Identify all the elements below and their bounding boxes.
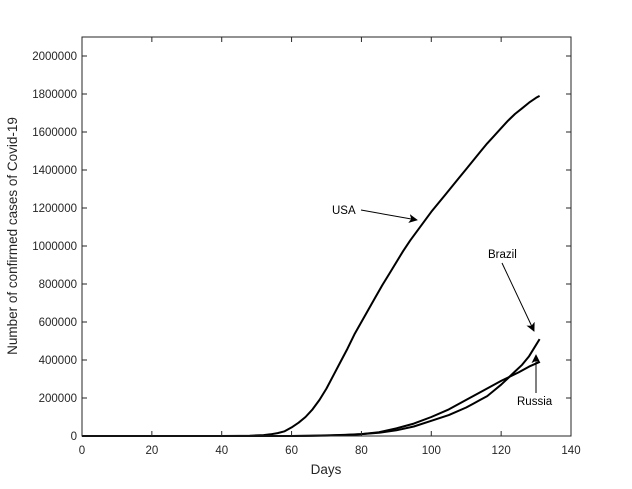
x-axis: 0 20 40 60 80 100 120 140 [79,37,581,457]
annotation-layer: USA Brazil Russia [332,205,553,408]
y-tick-label: 2000000 [32,51,77,63]
y-tick-label: 1600000 [32,127,77,139]
y-tick-label: 0 [71,431,77,443]
y-tick-label: 200000 [39,393,77,405]
plot-frame [81,36,572,437]
x-tick-label: 20 [145,445,158,457]
y-axis-title: Number of confirmed cases of Covid-19 [5,117,20,355]
y-tick-label: 600000 [39,317,77,329]
x-tick-label: 40 [215,445,228,457]
russia-annotation-label: Russia [517,396,553,408]
usa-annotation-label: USA [332,205,356,217]
plot-area [82,37,571,436]
x-tick-label: 80 [355,445,368,457]
y-tick-label: 1800000 [32,89,77,101]
y-tick-label: 1400000 [32,165,77,177]
y-tick-label: 1200000 [32,203,77,215]
x-tick-label: 140 [561,445,580,457]
x-tick-label: 60 [285,445,298,457]
x-axis-title: Days [311,462,342,477]
x-tick-label: 100 [422,445,441,457]
y-axis: 0 200000 400000 600000 800000 1000000 1200000 1… [32,51,571,443]
y-tick-label: 400000 [39,355,77,367]
x-tick-label: 120 [492,445,511,457]
brazil-annotation-label: Brazil [488,249,517,261]
y-tick-label: 800000 [39,279,77,291]
y-tick-label: 1000000 [32,241,77,253]
brazil-annotation-arrow [501,262,535,332]
x-tick-label: 0 [79,445,85,457]
usa-annotation-arrow [360,209,418,224]
